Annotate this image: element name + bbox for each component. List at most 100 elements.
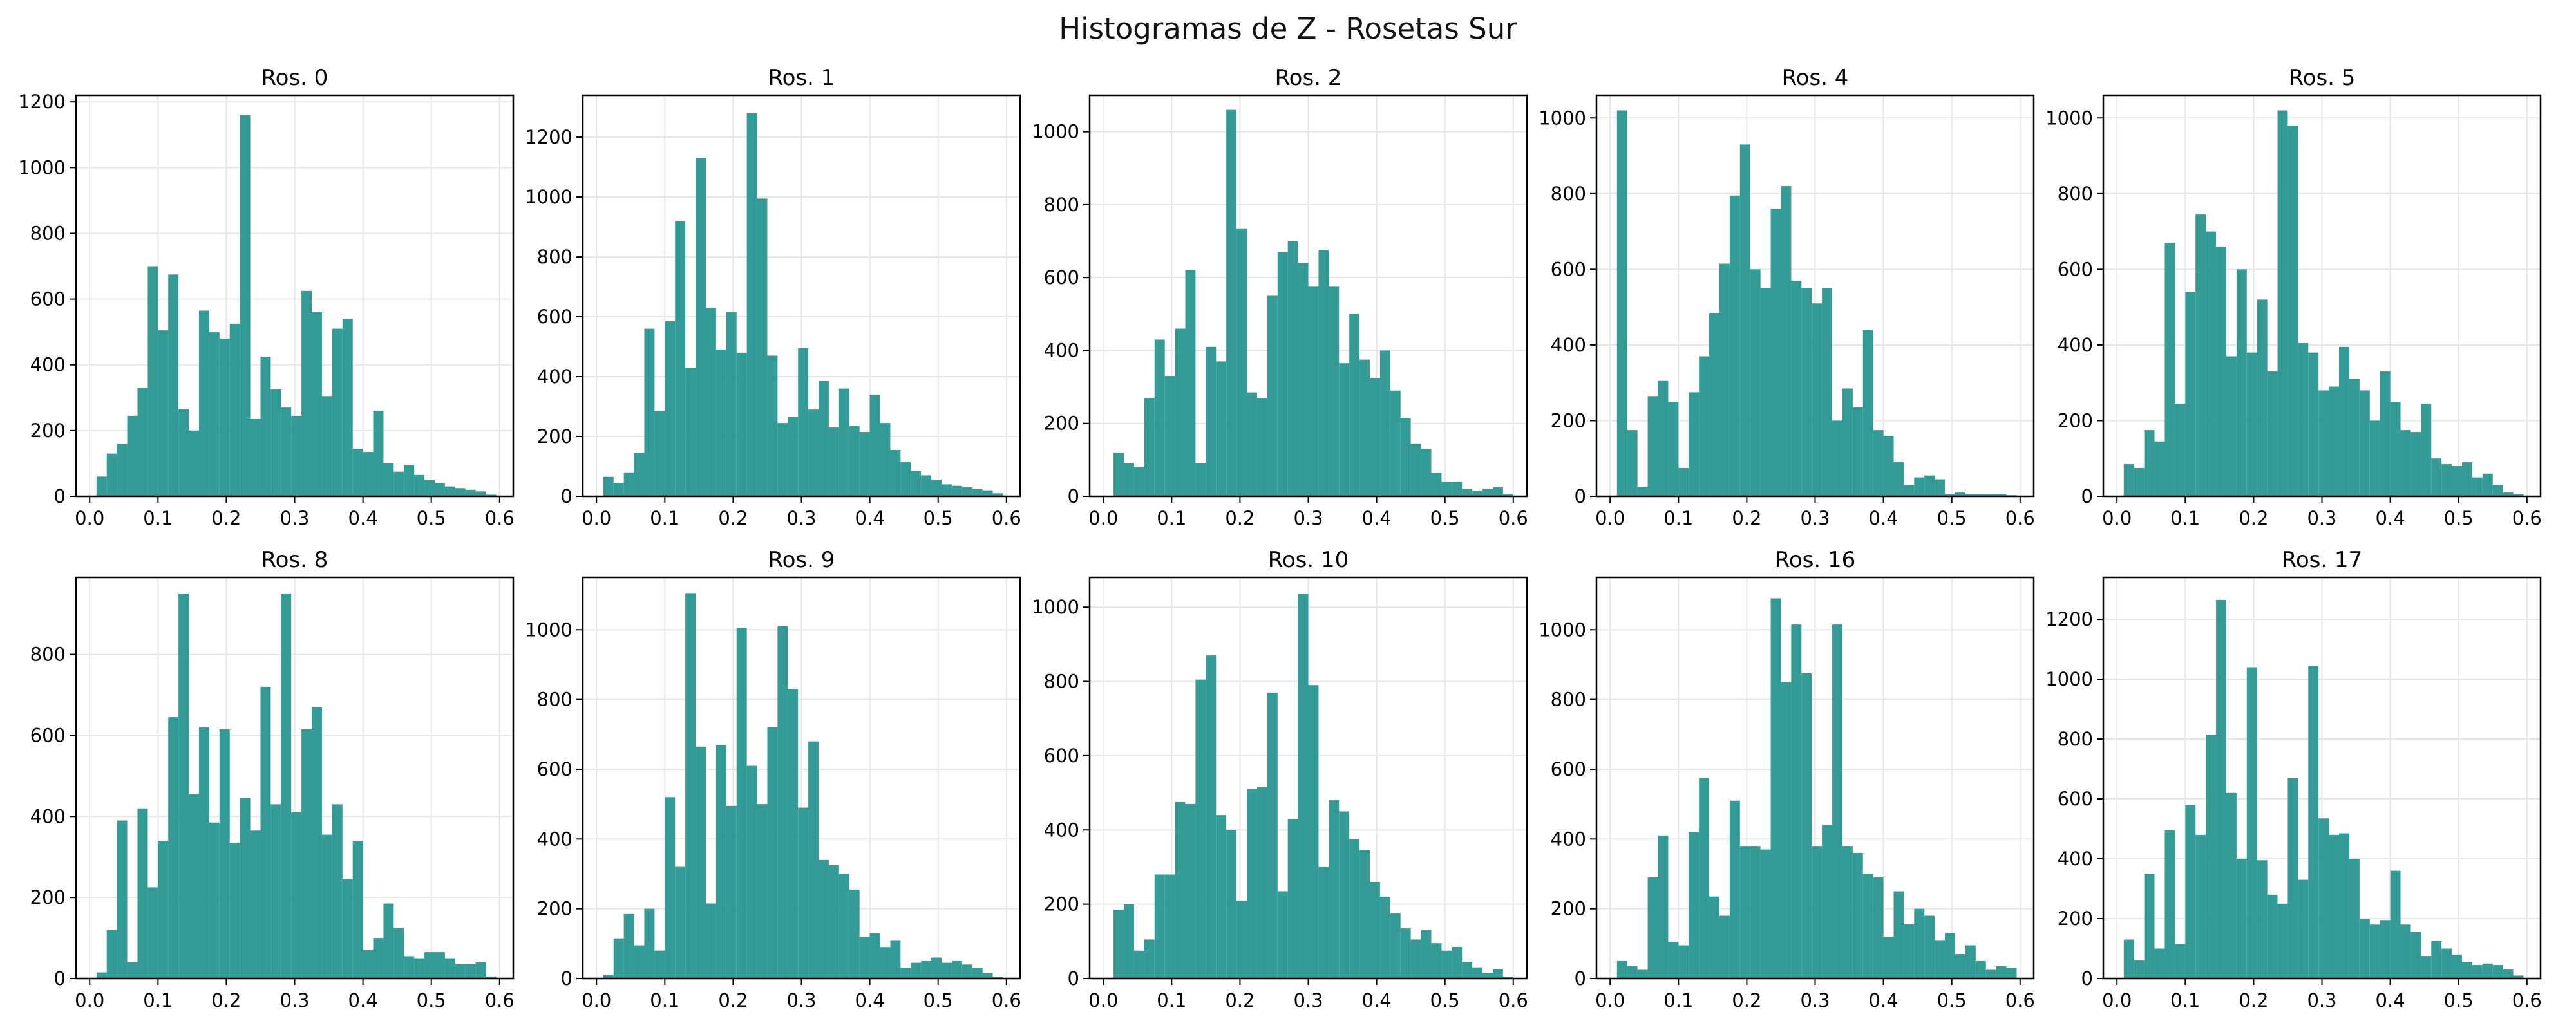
histogram-bar — [332, 328, 343, 496]
histogram-bar — [168, 274, 179, 496]
histogram-bar — [1318, 250, 1329, 496]
histogram-bar — [1185, 803, 1196, 979]
histogram-bar — [1308, 286, 1319, 496]
histogram-bar — [158, 330, 169, 496]
y-tick-label: 0 — [1068, 485, 1079, 507]
histogram-bar — [1862, 874, 1873, 979]
y-tick-label: 600 — [537, 306, 573, 328]
x-tick-label: 0.3 — [2307, 989, 2336, 1011]
histogram-bar — [383, 903, 394, 979]
histogram-bar — [1801, 673, 1812, 979]
y-tick-label: 600 — [2058, 258, 2093, 280]
histogram-bar — [270, 804, 281, 979]
x-tick-label: 0.3 — [279, 507, 309, 529]
histogram-bar — [2431, 941, 2442, 979]
histogram-bar — [486, 976, 497, 979]
histogram-bar — [127, 962, 138, 979]
histogram-bar — [1862, 330, 1873, 496]
y-tick-label: 400 — [1551, 828, 1586, 850]
histogram-bar — [1175, 328, 1186, 496]
x-tick-label: 0.0 — [1088, 989, 1118, 1011]
histogram-bar — [1502, 977, 1513, 979]
histogram-bar — [665, 321, 676, 496]
x-tick-label: 0.0 — [582, 989, 611, 1011]
histogram-bar — [705, 308, 716, 496]
histogram-bar — [623, 472, 634, 496]
x-tick-label: 0.1 — [143, 989, 173, 1011]
histogram-bar — [2257, 860, 2268, 979]
histogram-bar — [1154, 874, 1165, 979]
x-tick-label: 0.1 — [2170, 989, 2200, 1011]
histogram-panel: 0.0 0.1 0.2 0.3 0.4 0.5 0.6 0 200 400 600 800 1000 Ro… — [1032, 65, 1528, 529]
histogram-bar — [2472, 965, 2483, 979]
histogram-bar — [1226, 109, 1237, 496]
histogram-bar — [1945, 933, 1955, 979]
histogram-bar — [1914, 908, 1925, 979]
histogram-bar — [1298, 594, 1309, 979]
histogram-bar — [1832, 624, 1842, 979]
histogram-bar — [2298, 342, 2309, 496]
histogram-bar — [2175, 944, 2186, 979]
histogram-bar — [1359, 359, 1370, 496]
histogram-bar — [240, 115, 251, 496]
histogram-bar — [147, 266, 158, 496]
histogram-bar — [1462, 962, 1473, 979]
histogram-bar — [1760, 849, 1771, 979]
y-tick-label: 800 — [537, 689, 573, 711]
histogram-bar — [1822, 288, 1833, 496]
y-tick-label: 400 — [1044, 819, 1079, 841]
histogram-bar — [2246, 352, 2257, 496]
histogram-bar — [486, 494, 497, 496]
y-tick-label: 600 — [1044, 267, 1079, 288]
x-tick-label: 0.5 — [2444, 989, 2474, 1011]
histogram-bar — [1339, 363, 1350, 496]
histogram-bar — [2400, 430, 2411, 496]
histogram-bar — [106, 930, 117, 979]
x-tick-label: 0.0 — [1595, 507, 1625, 529]
x-tick-label: 0.5 — [1430, 507, 1460, 529]
panel-title: Ros. 4 — [1782, 65, 1849, 91]
y-tick-label: 800 — [1551, 689, 1586, 711]
histogram-bar — [1277, 891, 1288, 979]
histogram-bar — [982, 973, 993, 979]
histogram-bar — [2390, 402, 2401, 496]
histogram-bar — [2195, 834, 2206, 979]
histogram-bar — [1185, 270, 1196, 496]
histogram-bar — [2164, 243, 2175, 496]
histogram-bar — [1832, 420, 1842, 496]
y-tick-label: 200 — [30, 886, 66, 908]
histogram-bar — [321, 834, 332, 979]
histogram-bar — [404, 956, 415, 979]
y-tick-label: 0 — [2081, 485, 2093, 507]
panel-title: Ros. 17 — [2282, 547, 2363, 573]
histogram-bar — [1893, 891, 1904, 979]
histogram-bar — [373, 411, 384, 496]
histogram-bar — [229, 843, 240, 979]
y-tick-label: 0 — [54, 968, 66, 989]
x-tick-label: 0.5 — [2444, 507, 2474, 529]
panel-title: Ros. 0 — [261, 65, 328, 91]
x-tick-label: 0.0 — [75, 989, 104, 1011]
histogram-bar — [941, 484, 952, 496]
histogram-bar — [736, 352, 747, 496]
histogram-bar — [2216, 599, 2226, 979]
histogram-bar — [2513, 494, 2524, 496]
x-tick-label: 0.6 — [2512, 507, 2542, 529]
histogram-bar — [96, 972, 107, 979]
histogram-bar — [1658, 380, 1669, 496]
histogram-bar — [849, 426, 860, 496]
histogram-bar — [746, 113, 757, 497]
histogram-bar — [2329, 834, 2340, 979]
histogram-panel: 0.0 0.1 0.2 0.3 0.4 0.5 0.6 0 200 400 600 800 1000 12… — [18, 65, 515, 529]
x-tick-label: 0.3 — [1800, 989, 1830, 1011]
x-tick-label: 0.1 — [650, 989, 679, 1011]
histogram-bar — [332, 804, 343, 979]
histogram-bar — [838, 388, 849, 496]
histogram-bar — [312, 707, 322, 979]
histogram-bar — [1144, 398, 1155, 496]
histogram-bar — [1842, 846, 1853, 979]
histogram-bar — [859, 936, 870, 979]
histogram-bar — [1883, 936, 1894, 979]
histogram-bar — [1124, 904, 1134, 979]
